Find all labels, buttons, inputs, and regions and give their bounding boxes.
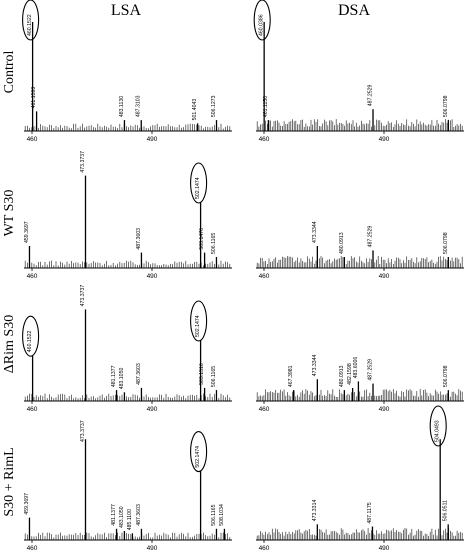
peak-label: 459.3697 xyxy=(24,221,30,243)
peak-label: 506.1165 xyxy=(211,366,217,387)
peak-label: 502.1474 xyxy=(195,315,201,337)
spectrum-panel: 460 490 473.3314 487.1175 504.0493 506.0511 xyxy=(256,405,464,552)
peak-highlight-circle xyxy=(22,315,40,357)
peak-label: 487.3603 xyxy=(136,363,142,385)
peak-label: 487.2529 xyxy=(368,359,374,381)
peak-label: 487.3103 xyxy=(136,95,142,117)
peak-highlight-circle xyxy=(253,0,271,41)
peak-highlight-circle xyxy=(190,162,208,204)
x-tick-label: 490 xyxy=(379,273,390,280)
peak-label: 480.0913 xyxy=(339,365,345,387)
spectra-panels: 460 490 460.1522 461.1593 483.1130 487.3103 50… xyxy=(22,0,464,552)
spectrum-panel: 460 490 459.3697 473.3737 487.3603 502.1474 50… xyxy=(24,151,232,280)
x-tick-label: 460 xyxy=(259,545,270,552)
peak-label: 481.1377 xyxy=(111,504,117,526)
spectrum-panel: 460 490 460.0386 461.1150 487.2529 506.0798 xyxy=(253,0,464,143)
spectrum-panel: 460 490 473.3344 480.0913 487.2529 506.0798 xyxy=(256,221,464,280)
peak-label: 473.3737 xyxy=(80,420,86,442)
peak-label: 473.3737 xyxy=(80,285,86,307)
peak-label: 473.3344 xyxy=(312,221,318,243)
peak-label: 487.1175 xyxy=(367,502,373,523)
peak-highlight-circle xyxy=(190,431,208,473)
peak-label: 483.1130 xyxy=(119,96,125,117)
x-tick-label: 460 xyxy=(259,273,270,280)
peak-label: 485.1100 xyxy=(127,509,133,530)
peak-highlight-circle xyxy=(429,405,447,447)
x-tick-label: 490 xyxy=(147,136,158,143)
peak-label: 487.2529 xyxy=(368,226,374,248)
baseline-noise xyxy=(256,256,463,268)
column-header-lsa: LSA xyxy=(111,2,142,19)
baseline-noise xyxy=(24,532,231,540)
peak-label: 460.1522 xyxy=(27,14,33,36)
peak-label: 459.3697 xyxy=(24,493,30,515)
peak-label: 483.1050 xyxy=(119,368,125,390)
baseline-noise xyxy=(24,393,231,401)
x-tick-label: 490 xyxy=(147,406,158,413)
row-header-control: Control xyxy=(2,51,17,94)
baseline-noise xyxy=(24,260,231,268)
peak-label: 483.1050 xyxy=(119,506,125,528)
peak-label: 506.0798 xyxy=(443,232,449,254)
peak-label: 508.1034 xyxy=(219,504,225,526)
peak-highlight-circle xyxy=(190,300,208,342)
row-header-s30-rim-l: S30 + RimL xyxy=(2,447,17,516)
peak-label: 506.1165 xyxy=(211,504,217,525)
peak-label: 504.0493 xyxy=(435,420,441,442)
row-header-wt-s30: WT S30 xyxy=(2,190,17,237)
peak-label: 461.1593 xyxy=(31,87,37,109)
column-header-dsa: DSA xyxy=(338,2,370,19)
peak-label: 481.1377 xyxy=(111,365,117,387)
peak-label: 460.0386 xyxy=(259,14,265,36)
x-tick-label: 460 xyxy=(259,136,270,143)
peak-label: 487.3603 xyxy=(136,504,142,526)
baseline-noise xyxy=(256,528,463,540)
peak-label: 482.1598 xyxy=(347,363,353,385)
peak-label: 506.1165 xyxy=(211,233,217,254)
x-tick-label: 490 xyxy=(379,406,390,413)
peak-label: 487.3603 xyxy=(136,228,142,250)
peak-label: 487.2529 xyxy=(368,84,374,106)
peak-label: 503.1476 xyxy=(199,228,205,250)
x-tick-label: 490 xyxy=(147,273,158,280)
peak-label: 473.3344 xyxy=(312,354,318,376)
peak-label: 506.1273 xyxy=(211,95,217,117)
baseline-noise xyxy=(256,389,463,401)
x-tick-label: 460 xyxy=(27,273,38,280)
peak-label: 467.3981 xyxy=(288,365,294,387)
peak-label: 501.4043 xyxy=(192,99,198,121)
x-tick-label: 460 xyxy=(259,406,270,413)
baseline-noise xyxy=(256,119,463,131)
spectrum-panel: 460 490 460.1522 473.3737 481.1377 483.1050 48… xyxy=(22,285,232,413)
peak-label: 473.3314 xyxy=(312,500,318,522)
baseline-noise xyxy=(24,123,231,131)
peak-label: 483.6006 xyxy=(353,357,359,379)
row-header-delta-rim-s30: ΔRim S30 xyxy=(2,315,17,373)
peak-label: 502.1474 xyxy=(195,177,201,199)
peak-label: 503.1516 xyxy=(199,363,205,385)
peak-label: 461.1150 xyxy=(263,96,269,117)
x-tick-label: 460 xyxy=(27,136,38,143)
peak-label: 506.0798 xyxy=(443,365,449,387)
x-tick-label: 460 xyxy=(27,406,38,413)
peak-label: 506.0511 xyxy=(443,500,449,521)
peak-label: 480.0913 xyxy=(339,232,345,254)
peak-label: 460.1522 xyxy=(27,330,33,352)
peak-highlight-circle xyxy=(22,0,40,41)
peak-label: 473.3737 xyxy=(80,151,86,173)
peak-label: 506.0798 xyxy=(443,95,449,117)
x-tick-label: 490 xyxy=(147,545,158,552)
x-tick-label: 490 xyxy=(379,136,390,143)
x-tick-label: 490 xyxy=(379,545,390,552)
peak-label: 502.1474 xyxy=(195,446,201,468)
x-tick-label: 460 xyxy=(27,545,38,552)
spectrum-panel: 460 490 460.1522 461.1593 483.1130 487.3103 50… xyxy=(22,0,232,143)
